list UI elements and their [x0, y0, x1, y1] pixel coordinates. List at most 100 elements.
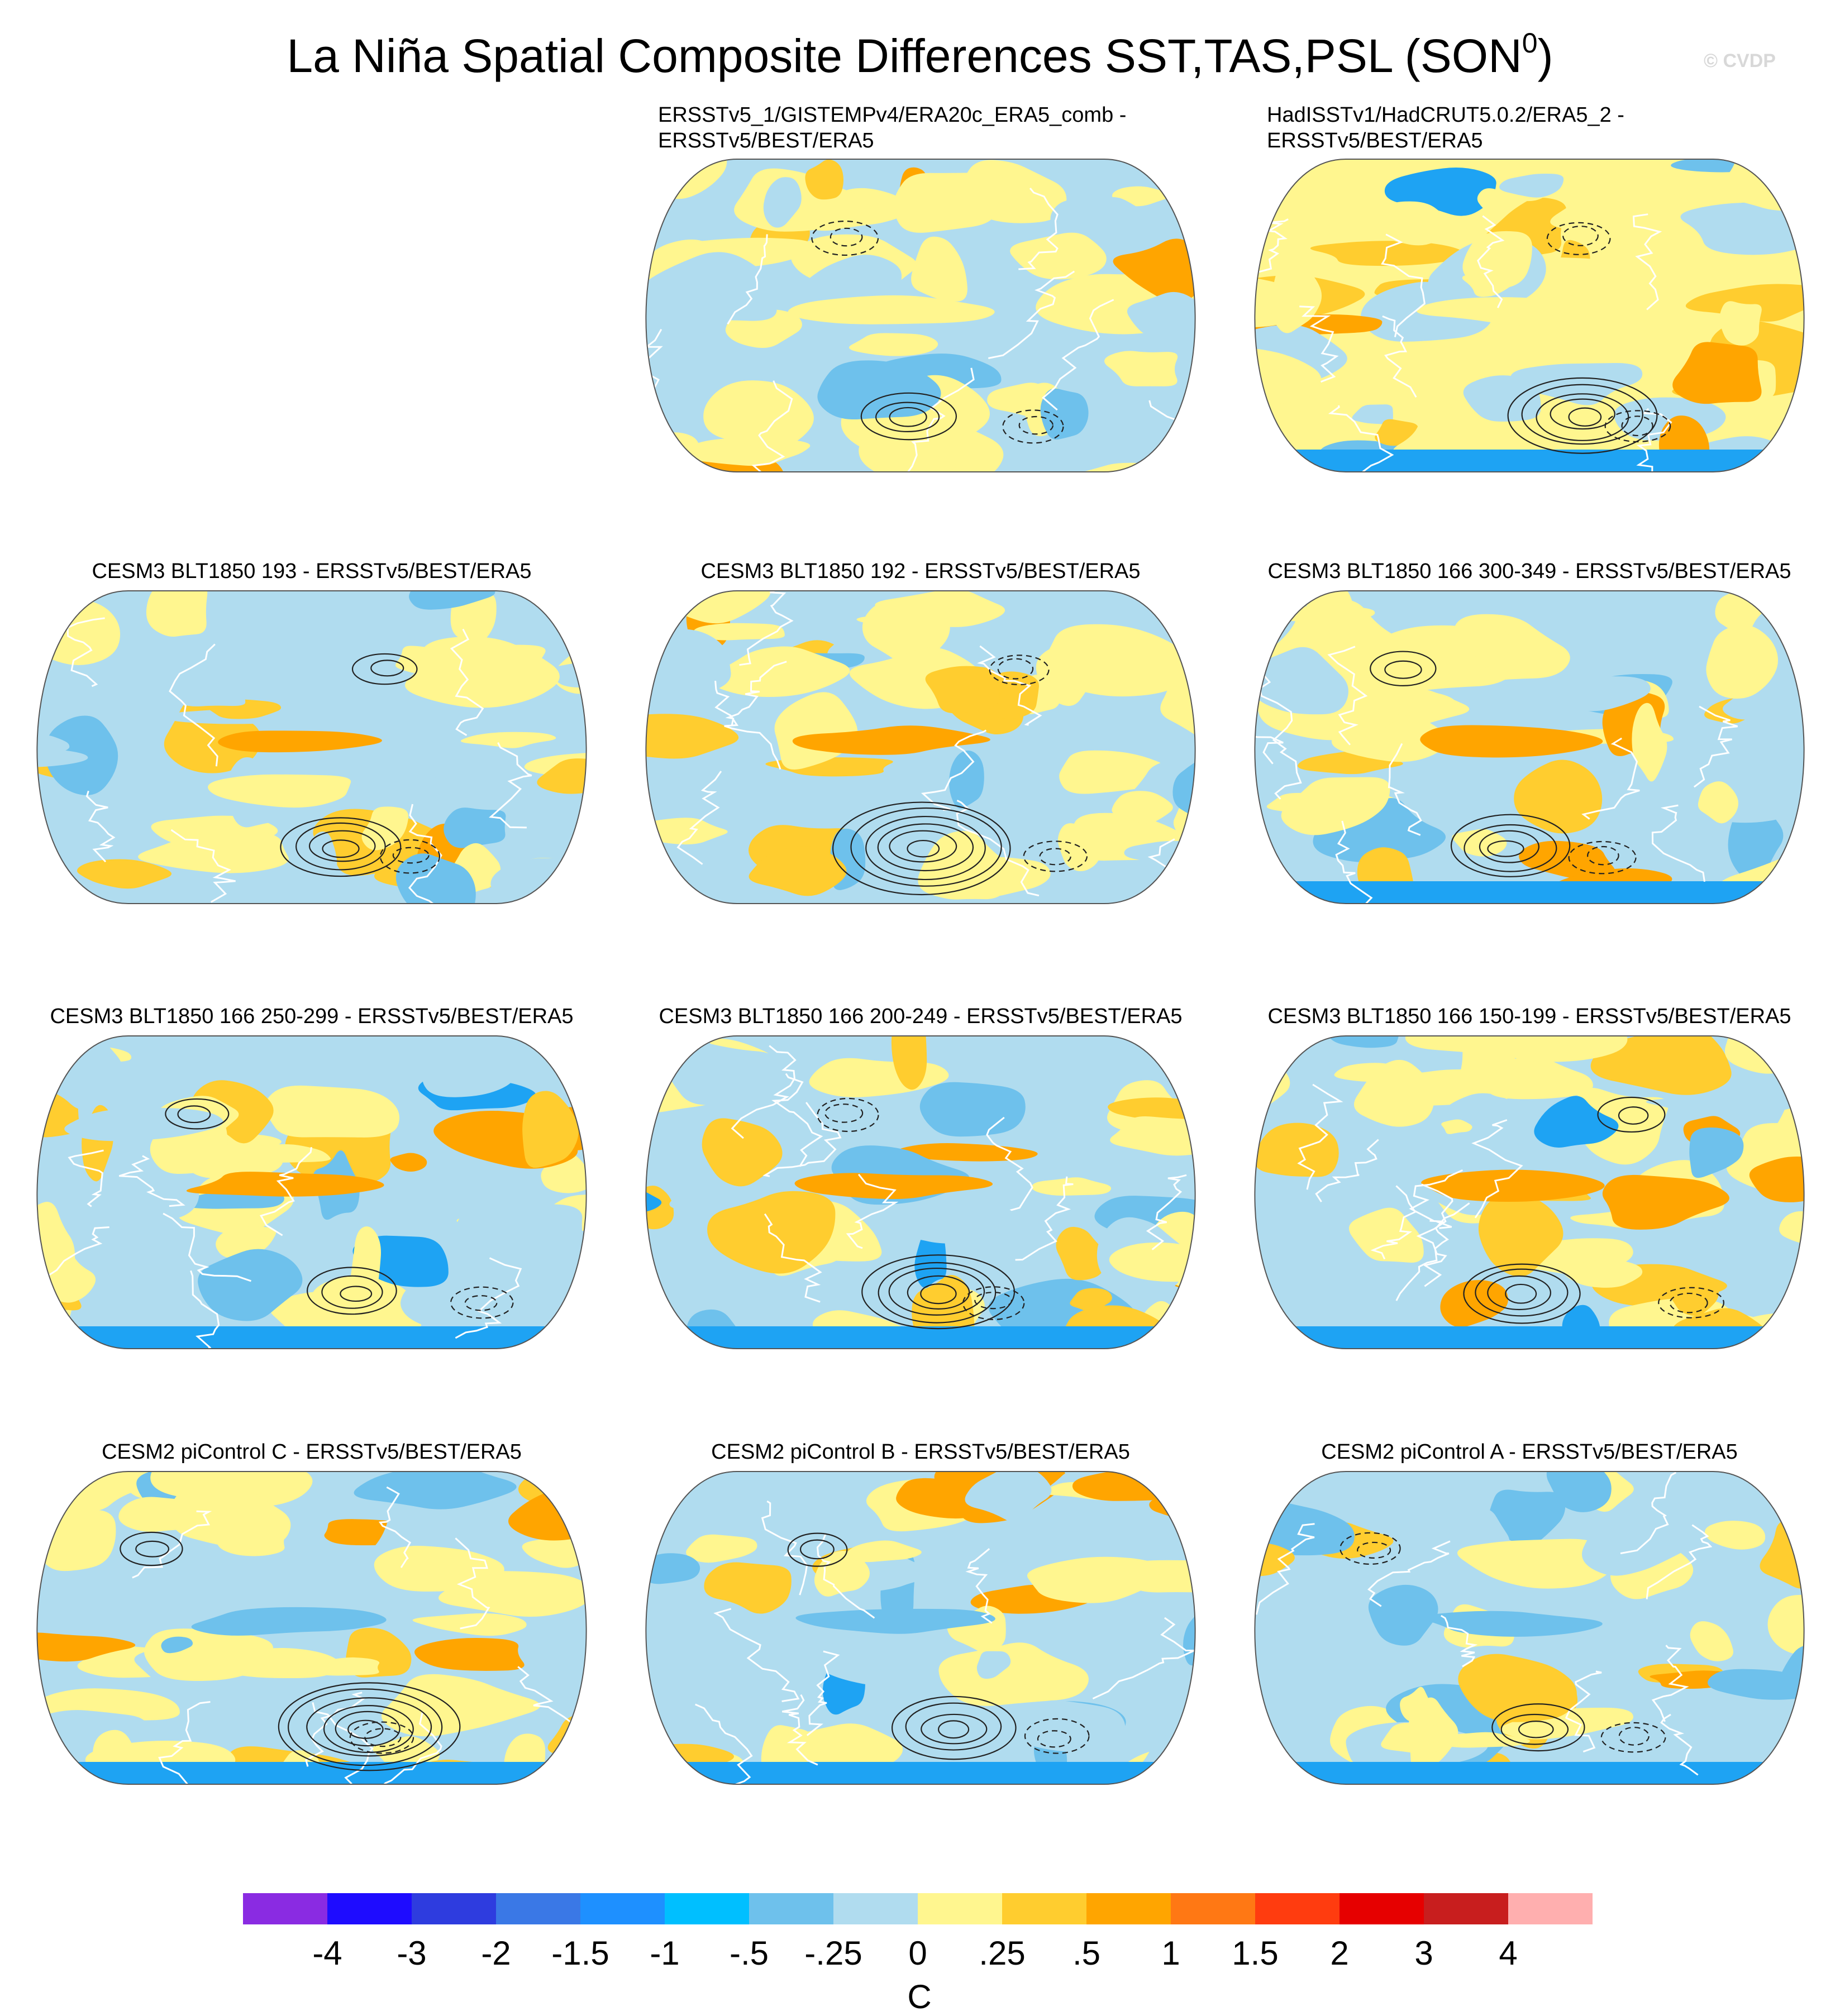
anomaly-region [1432, 591, 1471, 618]
southern-ocean-anomaly [1255, 1762, 1804, 1784]
psl-contour [1658, 1287, 1724, 1318]
anomaly-region [1375, 201, 1451, 246]
colorbar-swatch [665, 1893, 749, 1924]
anomaly-region [646, 432, 700, 472]
anomaly-region [1452, 829, 1507, 857]
equatorial-anomaly [1416, 297, 1601, 326]
psl-contour [1357, 1541, 1391, 1559]
anomaly-region [1477, 188, 1513, 218]
anomaly-region [1508, 676, 1651, 711]
coastline [132, 1510, 212, 1579]
anomaly-region [1108, 1097, 1195, 1121]
psl-contour [938, 1720, 970, 1739]
anomaly-region [1646, 1097, 1795, 1114]
anomaly-region [1417, 1472, 1454, 1499]
coastline [66, 617, 105, 687]
psl-contour [875, 402, 940, 432]
anomaly-region [1255, 1543, 1295, 1577]
coastline [731, 1045, 797, 1139]
anomaly-region [1698, 781, 1738, 824]
map-panel [645, 590, 1196, 904]
coastline [1299, 305, 1339, 383]
psl-contour [379, 839, 441, 874]
coastline [1477, 215, 1505, 308]
coastline [378, 1486, 412, 1568]
anomaly-region [749, 846, 847, 896]
anomaly-region [1400, 1687, 1432, 1722]
psl-contour [1521, 384, 1643, 445]
anomaly-region [37, 1036, 123, 1110]
colorbar-tick-label: -1 [650, 1934, 679, 1972]
anomaly-region [1313, 798, 1446, 863]
anomaly-region [455, 1200, 586, 1277]
map-panel [645, 1035, 1196, 1349]
map-outline [36, 1035, 587, 1349]
anomaly-region [693, 623, 785, 641]
southern-ocean-anomaly [1255, 881, 1804, 904]
coastline [68, 1149, 104, 1207]
coastline [1328, 405, 1394, 472]
anomaly-region [161, 1636, 193, 1654]
psl-contour [799, 1539, 835, 1560]
psl-contour [1587, 845, 1619, 866]
coastline [1441, 1614, 1478, 1668]
anomaly-region [1706, 625, 1779, 699]
anomaly-region [388, 705, 522, 729]
colorbar-swatch [580, 1893, 665, 1924]
southern-ocean-anomaly [37, 1326, 587, 1349]
anomaly-region [1690, 1621, 1733, 1661]
coastline [846, 1173, 899, 1249]
psl-contour [830, 227, 863, 247]
psl-contour [340, 1286, 373, 1302]
panel-title: CESM3 BLT1850 166 150-199 - ERSSTv5/BEST… [1267, 1005, 1791, 1028]
psl-contour [306, 1697, 432, 1757]
anomaly-region [354, 1472, 517, 1509]
anomaly-region [918, 830, 1014, 900]
coastline [725, 661, 787, 725]
anomaly-region [409, 591, 495, 610]
psl-contour [1546, 222, 1611, 255]
anomaly-region [846, 1540, 922, 1563]
anomaly-region [763, 177, 802, 228]
coastline [455, 1257, 522, 1339]
anomaly-region [707, 1191, 836, 1274]
coastline [118, 1155, 185, 1207]
coastline [676, 771, 722, 865]
psl-contour [1039, 848, 1071, 866]
equatorial-anomaly [186, 1172, 384, 1197]
anomaly-region [938, 1642, 1089, 1706]
psl-contour [1618, 1727, 1650, 1746]
anomaly-region [37, 1632, 136, 1662]
anomaly-region [146, 591, 208, 637]
anomaly-region [1546, 1472, 1612, 1512]
anomaly-region [1180, 357, 1195, 385]
psl-contour [907, 1275, 970, 1310]
colorbar-tick-label: 2 [1330, 1934, 1348, 1972]
psl-contour [165, 1098, 230, 1130]
anomaly-region [460, 732, 556, 748]
southern-ocean-anomaly [1255, 450, 1804, 472]
anomaly-region [1109, 1242, 1195, 1282]
coastline [1255, 673, 1284, 765]
anomaly-region [1457, 1539, 1615, 1589]
psl-contour [1568, 840, 1637, 875]
anomaly-region [173, 1192, 284, 1209]
anomaly-region [949, 750, 984, 809]
anomaly-region [911, 236, 967, 302]
colorbar-swatch [1508, 1893, 1593, 1924]
anomaly-region [37, 599, 121, 665]
psl-contour [392, 847, 430, 864]
anomaly-region [1104, 351, 1178, 386]
anomaly-region [522, 1091, 579, 1168]
map-outline [1254, 590, 1805, 904]
anomaly-region [953, 1538, 1021, 1585]
coastline [1146, 1174, 1187, 1250]
psl-contour [907, 839, 940, 858]
anomaly-region [1514, 759, 1603, 834]
psl-contour [1018, 415, 1054, 435]
colorbar-swatch [1086, 1893, 1171, 1924]
anomaly-region [1255, 1510, 1261, 1584]
coastline [1632, 213, 1662, 310]
coastline [1041, 299, 1114, 411]
map-panel [1254, 1035, 1805, 1349]
